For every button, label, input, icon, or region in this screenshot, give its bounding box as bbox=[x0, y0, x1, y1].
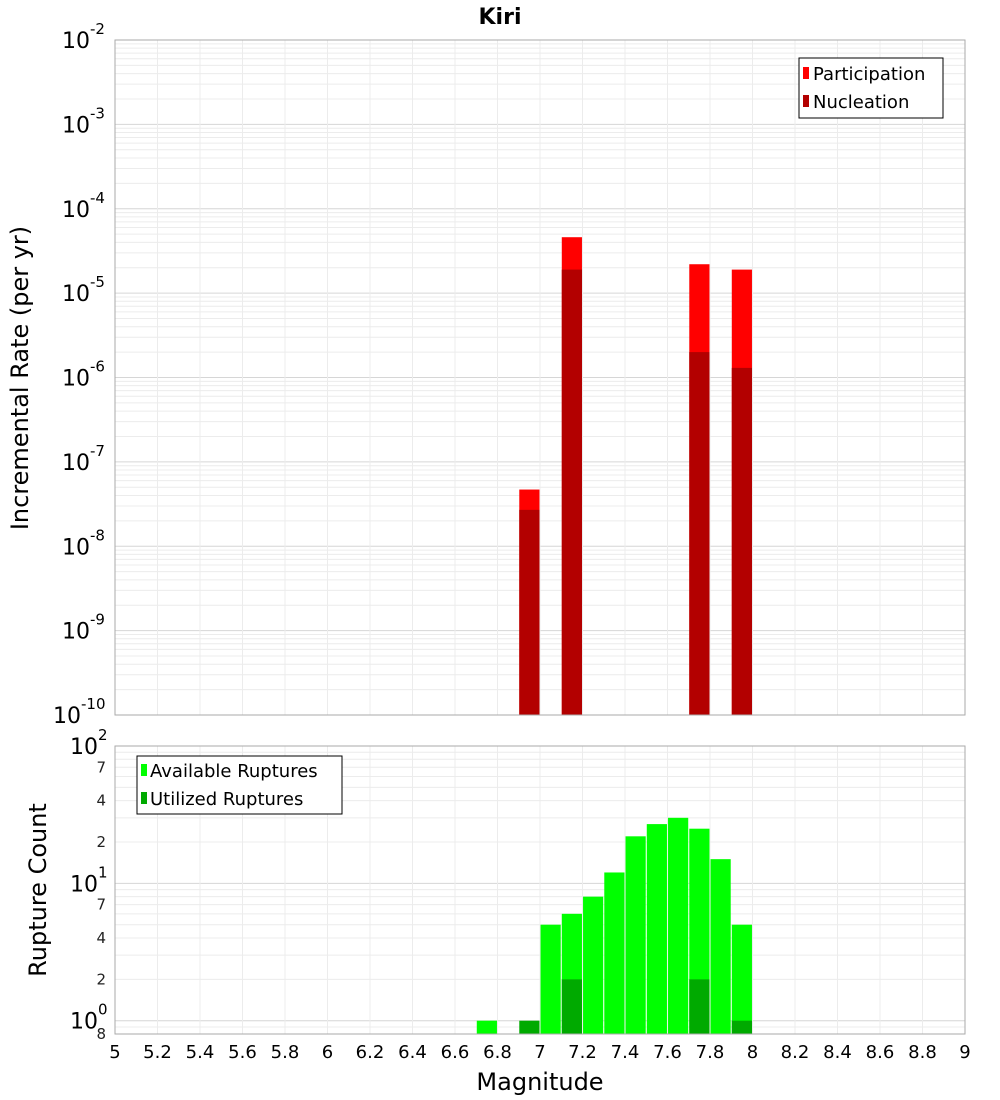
top-ytick-exponent: -4 bbox=[90, 189, 105, 207]
legend-label: Nucleation bbox=[813, 92, 909, 113]
x-tick-label: 5.8 bbox=[271, 1042, 300, 1063]
utilized-ruptures-bar bbox=[561, 979, 582, 1034]
bottom-ytick-minor: 4 bbox=[96, 929, 106, 947]
x-tick-label: 8 bbox=[747, 1042, 758, 1063]
x-axis-title: Magnitude bbox=[476, 1068, 603, 1096]
legend-label: Available Ruptures bbox=[150, 761, 318, 782]
bottom-y-axis-title: Rupture Count bbox=[24, 803, 52, 977]
legend-label: Participation bbox=[813, 64, 925, 85]
top-ytick-base: 10 bbox=[62, 198, 90, 223]
x-tick-label: 7.8 bbox=[696, 1042, 725, 1063]
bottom-bars bbox=[476, 817, 752, 1034]
x-tick-label: 6.2 bbox=[356, 1042, 385, 1063]
top-ytick-base: 10 bbox=[62, 367, 90, 392]
x-tick-label: 6.8 bbox=[483, 1042, 512, 1063]
available-ruptures-bar bbox=[476, 1020, 497, 1034]
available-ruptures-bar bbox=[731, 924, 752, 1034]
x-tick-label: 6 bbox=[322, 1042, 333, 1063]
bottom-ytick-minor: 7 bbox=[96, 758, 106, 776]
available-ruptures-bar bbox=[668, 817, 689, 1034]
bottom-ytick-minor: 2 bbox=[96, 833, 106, 851]
x-tick-label: 6.4 bbox=[398, 1042, 427, 1063]
top-ytick-exponent: -10 bbox=[81, 695, 106, 713]
top-grid bbox=[114, 39, 966, 716]
bottom-ytick-minor: 7 bbox=[96, 896, 106, 914]
nucleation-bar bbox=[519, 509, 540, 715]
x-tick-label: 9 bbox=[959, 1042, 970, 1063]
top-ytick-exponent: -6 bbox=[90, 358, 105, 376]
x-tick-label: 6.6 bbox=[441, 1042, 470, 1063]
top-legend: Participation Nucleation bbox=[798, 57, 944, 119]
top-legend-box bbox=[798, 57, 944, 119]
x-tick-label: 8.8 bbox=[908, 1042, 937, 1063]
top-ytick-exponent: -9 bbox=[90, 611, 105, 629]
bottom-ytick-base: 10 bbox=[70, 1010, 98, 1035]
top-ytick-exponent: -2 bbox=[90, 20, 105, 38]
nucleation-bar bbox=[731, 367, 752, 715]
bottom-ytick-base: 10 bbox=[70, 872, 98, 897]
available-ruptures-bar bbox=[540, 924, 561, 1034]
utilized-ruptures-bar bbox=[689, 979, 710, 1034]
top-yticks: 10-210-310-410-510-610-710-810-910-10 bbox=[53, 20, 106, 729]
bottom-ytick-minor: 4 bbox=[96, 792, 106, 810]
x-tick-label: 8.2 bbox=[781, 1042, 810, 1063]
top-ytick-exponent: -8 bbox=[90, 526, 105, 544]
legend-swatch-nucleation bbox=[803, 95, 809, 107]
top-ytick-base: 10 bbox=[53, 704, 81, 729]
legend-label: Utilized Ruptures bbox=[150, 789, 303, 810]
bottom-plot-frame bbox=[114, 745, 966, 1035]
x-tick-label: 7.2 bbox=[568, 1042, 597, 1063]
x-tick-label: 5.2 bbox=[143, 1042, 172, 1063]
bottom-ytick-exponent: 0 bbox=[98, 1001, 108, 1019]
top-ytick-base: 10 bbox=[62, 29, 90, 54]
top-ytick-base: 10 bbox=[62, 451, 90, 476]
x-tick-label: 5.4 bbox=[186, 1042, 215, 1063]
bottom-grid bbox=[114, 745, 966, 1034]
legend-swatch-participation bbox=[803, 67, 809, 79]
top-ytick-exponent: -3 bbox=[90, 104, 105, 122]
x-tick-label: 8.6 bbox=[866, 1042, 895, 1063]
x-tick-label: 8.4 bbox=[823, 1042, 852, 1063]
legend-swatch-utilized bbox=[141, 792, 147, 804]
chart-title: Kiri bbox=[479, 5, 522, 30]
nucleation-bar bbox=[689, 352, 710, 715]
bottom-legend-box bbox=[136, 755, 343, 815]
nucleation-bar bbox=[561, 269, 582, 715]
x-tick-label: 7 bbox=[534, 1042, 545, 1063]
x-tick-label: 7.4 bbox=[611, 1042, 640, 1063]
bottom-ytick-minor: 8 bbox=[96, 1025, 106, 1043]
top-y-axis-title: Incremental Rate (per yr) bbox=[6, 226, 34, 530]
available-ruptures-bar bbox=[625, 836, 646, 1034]
bottom-ytick-exponent: 1 bbox=[98, 863, 108, 881]
x-ticks: 5 5.2 5.4 5.6 5.8 6 6.2 6.4 6.6 6.8 7 7.2 7.4 7.6 7.8 8… bbox=[109, 1042, 970, 1063]
bottom-ytick-exponent: 2 bbox=[98, 726, 108, 744]
bottom-ytick-minor: 2 bbox=[96, 970, 106, 988]
bottom-legend: Available Ruptures Utilized Ruptures bbox=[136, 755, 343, 815]
x-tick-label: 5 bbox=[109, 1042, 120, 1063]
bottom-ytick-base: 10 bbox=[70, 735, 98, 760]
x-tick-label: 5.6 bbox=[228, 1042, 257, 1063]
top-ytick-exponent: -5 bbox=[90, 273, 105, 291]
top-ytick-base: 10 bbox=[62, 535, 90, 560]
top-plot-frame bbox=[114, 39, 966, 716]
available-ruptures-bar bbox=[646, 824, 667, 1034]
legend-swatch-available bbox=[141, 764, 147, 776]
top-ytick-base: 10 bbox=[62, 113, 90, 138]
x-tick-label: 7.6 bbox=[653, 1042, 682, 1063]
top-ytick-base: 10 bbox=[62, 282, 90, 307]
top-ytick-exponent: -7 bbox=[90, 442, 105, 460]
top-bars bbox=[519, 237, 752, 715]
utilized-ruptures-bar bbox=[731, 1020, 752, 1034]
available-ruptures-bar bbox=[583, 896, 604, 1034]
available-ruptures-bar bbox=[604, 872, 625, 1034]
utilized-ruptures-bar bbox=[519, 1020, 540, 1034]
top-ytick-base: 10 bbox=[62, 620, 90, 645]
available-ruptures-bar bbox=[710, 859, 731, 1034]
